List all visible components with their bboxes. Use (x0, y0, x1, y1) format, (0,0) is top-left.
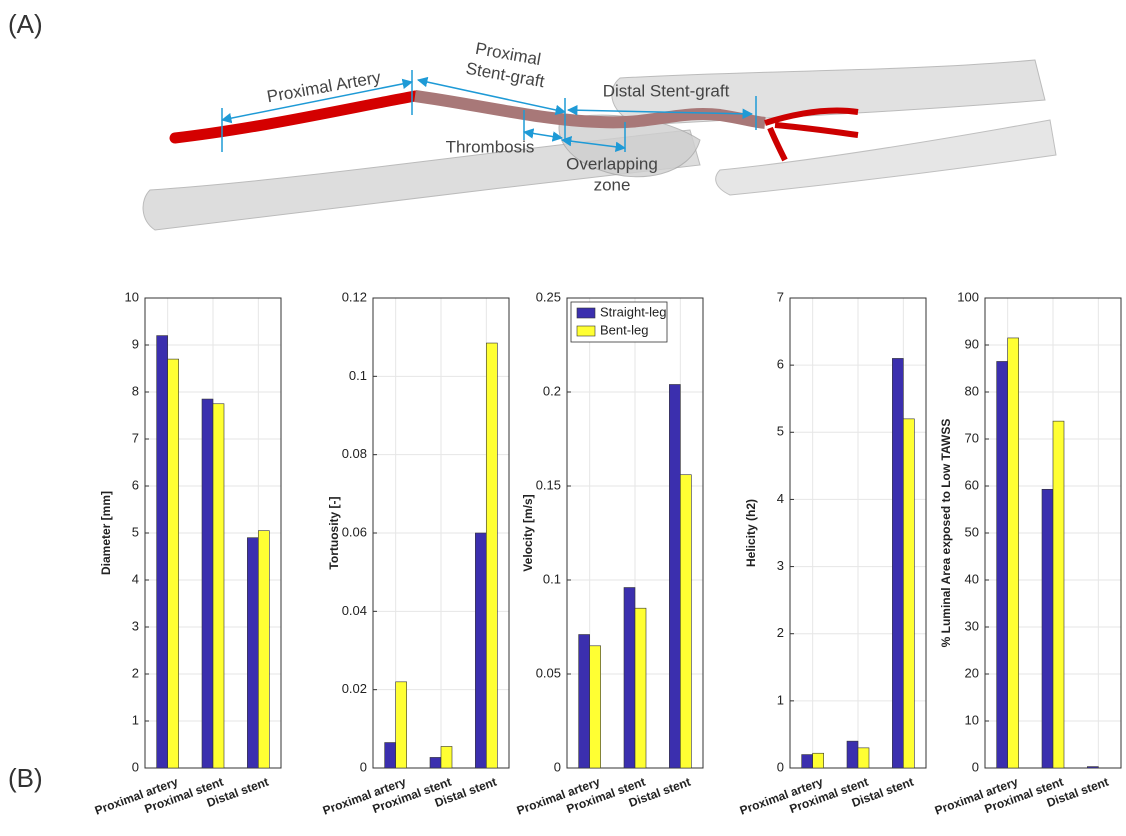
y-tick-label: 5 (132, 524, 139, 539)
y-tick-label: 0.12 (342, 289, 367, 304)
bar (903, 419, 914, 768)
y-tick-label: 0 (132, 759, 139, 774)
y-tick-label: 40 (965, 571, 979, 586)
y-tick-label: 30 (965, 618, 979, 633)
y-tick-label: 0.02 (342, 681, 367, 696)
y-tick-label: 100 (957, 289, 979, 304)
y-tick-label: 5 (777, 424, 784, 439)
bar (441, 746, 452, 768)
bar (802, 755, 813, 768)
y-tick-label: 0 (777, 759, 784, 774)
y-tick-label: 1 (132, 712, 139, 727)
y-axis-label: Helicity (h2) (744, 499, 758, 567)
y-axis-label: Tortuosity [-] (327, 496, 341, 569)
bar (1087, 767, 1098, 768)
y-tick-label: 6 (132, 477, 139, 492)
bar (396, 682, 407, 768)
y-tick-label: 4 (132, 571, 139, 586)
y-tick-label: 20 (965, 665, 979, 680)
bar (168, 359, 179, 768)
bar (579, 635, 590, 768)
y-tick-label: 50 (965, 524, 979, 539)
bar (847, 741, 858, 768)
panel-label: (A) (8, 9, 43, 39)
y-tick-label: 0.04 (342, 603, 367, 618)
legend-swatch (577, 308, 595, 318)
y-tick-label: 6 (777, 357, 784, 372)
y-tick-label: 9 (132, 336, 139, 351)
bar (590, 646, 601, 768)
bar (202, 399, 213, 768)
bar (247, 538, 258, 768)
panel-label: (B) (8, 763, 43, 793)
legend-swatch (577, 326, 595, 336)
y-tick-label: 60 (965, 477, 979, 492)
y-tick-label: 90 (965, 336, 979, 351)
bar (213, 404, 224, 768)
y-axis-label: Diameter [mm] (99, 491, 113, 575)
bar (157, 336, 168, 768)
bar (1053, 421, 1064, 768)
y-tick-label: 0.2 (543, 383, 561, 398)
bar (258, 531, 269, 768)
y-tick-label: 0.06 (342, 524, 367, 539)
bar (624, 588, 635, 768)
y-tick-label: 0 (972, 759, 979, 774)
y-tick-label: 8 (132, 383, 139, 398)
y-tick-label: 2 (132, 665, 139, 680)
y-tick-label: 0 (360, 759, 367, 774)
bar (997, 361, 1008, 768)
bar (1008, 338, 1019, 768)
y-axis-label: % Luminal Area exposed to Low TAWSS (939, 419, 953, 648)
y-tick-label: 3 (777, 558, 784, 573)
y-tick-label: 0.25 (536, 289, 561, 304)
y-tick-label: 7 (777, 289, 784, 304)
annotation: Distal Stent-graft (603, 81, 730, 100)
bar (475, 533, 486, 768)
figure: (A) (B) Proximal Artery Proximal Stent-g… (0, 0, 1126, 836)
bar (1042, 489, 1053, 768)
bar (892, 358, 903, 768)
y-tick-label: 10 (125, 289, 139, 304)
y-tick-label: 0.1 (543, 571, 561, 586)
bar (385, 743, 396, 768)
bar (486, 343, 497, 768)
annotation: Thrombosis (446, 137, 535, 156)
y-tick-label: 0.15 (536, 477, 561, 492)
legend-label: Bent-leg (600, 322, 648, 337)
bar (635, 608, 646, 768)
bar (430, 757, 441, 768)
y-tick-label: 70 (965, 430, 979, 445)
y-tick-label: 3 (132, 618, 139, 633)
annotation: zone (594, 175, 631, 194)
y-tick-label: 0 (554, 759, 561, 774)
y-tick-label: 1 (777, 692, 784, 707)
bar (669, 384, 680, 768)
y-tick-label: 0.1 (349, 368, 367, 383)
y-axis-label: Velocity [m/s] (521, 494, 535, 571)
y-tick-label: 0.05 (536, 665, 561, 680)
y-tick-label: 2 (777, 625, 784, 640)
y-tick-label: 0.08 (342, 446, 367, 461)
y-tick-label: 10 (965, 712, 979, 727)
bar (858, 748, 869, 768)
bar (813, 753, 824, 768)
y-tick-label: 7 (132, 430, 139, 445)
y-tick-label: 4 (777, 491, 784, 506)
bar (680, 475, 691, 768)
y-tick-label: 80 (965, 383, 979, 398)
legend-label: Straight-leg (600, 304, 666, 319)
annotation: Overlapping (566, 154, 658, 173)
